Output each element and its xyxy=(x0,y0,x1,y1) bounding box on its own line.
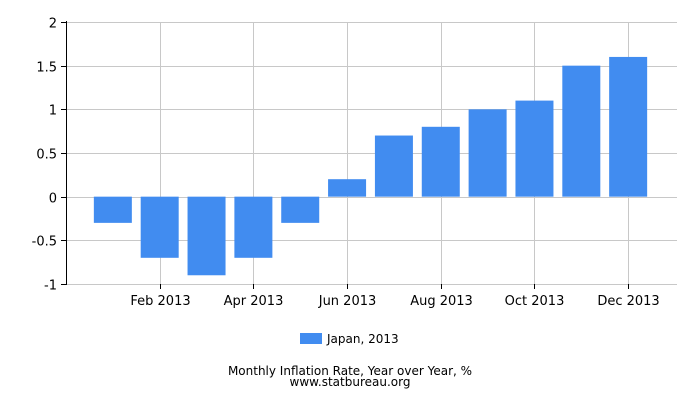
bar xyxy=(515,100,554,197)
bar xyxy=(374,135,413,197)
bar xyxy=(234,196,273,258)
y-tick-label: 1.5 xyxy=(36,61,57,76)
bar xyxy=(609,56,648,197)
bar xyxy=(281,196,320,223)
bar xyxy=(187,196,226,276)
bar xyxy=(421,126,460,197)
x-tick-label: Oct 2013 xyxy=(505,294,565,309)
x-tick-label: Aug 2013 xyxy=(410,294,473,309)
x-tick-labels: Feb 2013 Apr 2013 Jun 2013 Aug 2013 Oct 2013… xyxy=(130,294,659,309)
bar xyxy=(140,196,179,258)
bar xyxy=(93,196,132,223)
y-tick-labels: 2 1.5 1 0.5 0 -0.5 -1 xyxy=(32,17,57,294)
x-tick-label: Apr 2013 xyxy=(224,294,284,309)
x-tick-label: Feb 2013 xyxy=(130,294,190,309)
y-tick-label: 2 xyxy=(49,17,57,32)
x-tick-label: Jun 2013 xyxy=(318,294,377,309)
y-tick-label: -0.5 xyxy=(32,235,57,250)
bar xyxy=(562,65,601,197)
source-url: www.statbureau.org xyxy=(290,375,411,389)
bars xyxy=(93,56,648,276)
bar xyxy=(328,179,367,197)
x-tick-label: Dec 2013 xyxy=(597,294,659,309)
bar xyxy=(468,109,507,197)
legend-label: Japan, 2013 xyxy=(326,332,399,346)
chart-caption: Monthly Inflation Rate, Year over Year, … xyxy=(228,364,472,378)
legend: Japan, 2013 xyxy=(300,332,399,346)
axes xyxy=(61,21,629,289)
y-tick-label: 0 xyxy=(49,192,57,207)
y-tick-label: 0.5 xyxy=(36,148,57,163)
legend-swatch xyxy=(300,333,322,344)
y-tick-label: 1 xyxy=(49,104,57,119)
y-tick-label: -1 xyxy=(44,279,57,294)
